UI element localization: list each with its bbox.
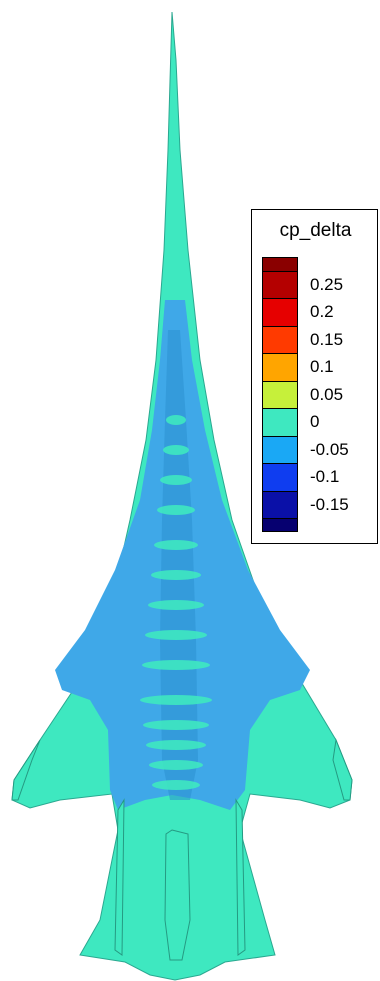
legend-swatch [262,490,298,519]
centreline-patch [152,780,200,790]
legend-tick-label: -0.05 [310,439,349,459]
legend-swatch [262,325,298,354]
tail-fin-left [114,798,125,956]
centreline-patch [142,660,210,670]
centreline-patch [145,630,207,640]
legend-tick-label: -0.15 [310,494,349,514]
centreline-patch [140,695,212,705]
centreline-patch [160,475,192,485]
tail-fin-right [235,798,246,956]
colour-legend: cp_delta 0.25 0.2 0.15 0.1 0.05 0 -0.05 -0.1 -0.… [251,209,378,544]
legend-swatch [262,380,298,409]
centreline-patches [140,415,212,790]
centreline-patch [146,740,206,750]
legend-tick-label: 0.2 [310,302,334,321]
legend-swatch [262,270,298,299]
legend-swatch [262,298,298,326]
centreline-patch [151,570,201,580]
centreline-patch [148,600,204,610]
legend-swatch-top [262,257,298,271]
legend-swatch [262,435,298,464]
centreline-patch [166,415,186,425]
legend-title: cp_delta [279,220,352,241]
legend-tick-label: 0.25 [310,274,344,294]
legend-tick-label: 0.15 [310,329,344,349]
legend-swatch [262,353,298,381]
wing-tip-left [11,739,41,801]
legend-swatch [262,463,298,491]
legend-tick-label: 0.1 [310,357,334,376]
centreline-patch [154,540,198,550]
wing-tip-right [332,738,353,801]
centreline-patch [149,760,203,770]
centreline-patch [163,445,189,455]
legend-swatch [262,408,298,436]
ventral-nacelle [164,829,191,961]
centreline-patch [157,505,195,515]
legend-tick-label: 0.05 [310,384,344,404]
legend-tick-label: 0 [310,412,320,431]
centreline-patch [143,720,209,730]
legend-swatch-bottom [262,518,298,532]
legend-tick-label: -0.1 [310,467,340,486]
